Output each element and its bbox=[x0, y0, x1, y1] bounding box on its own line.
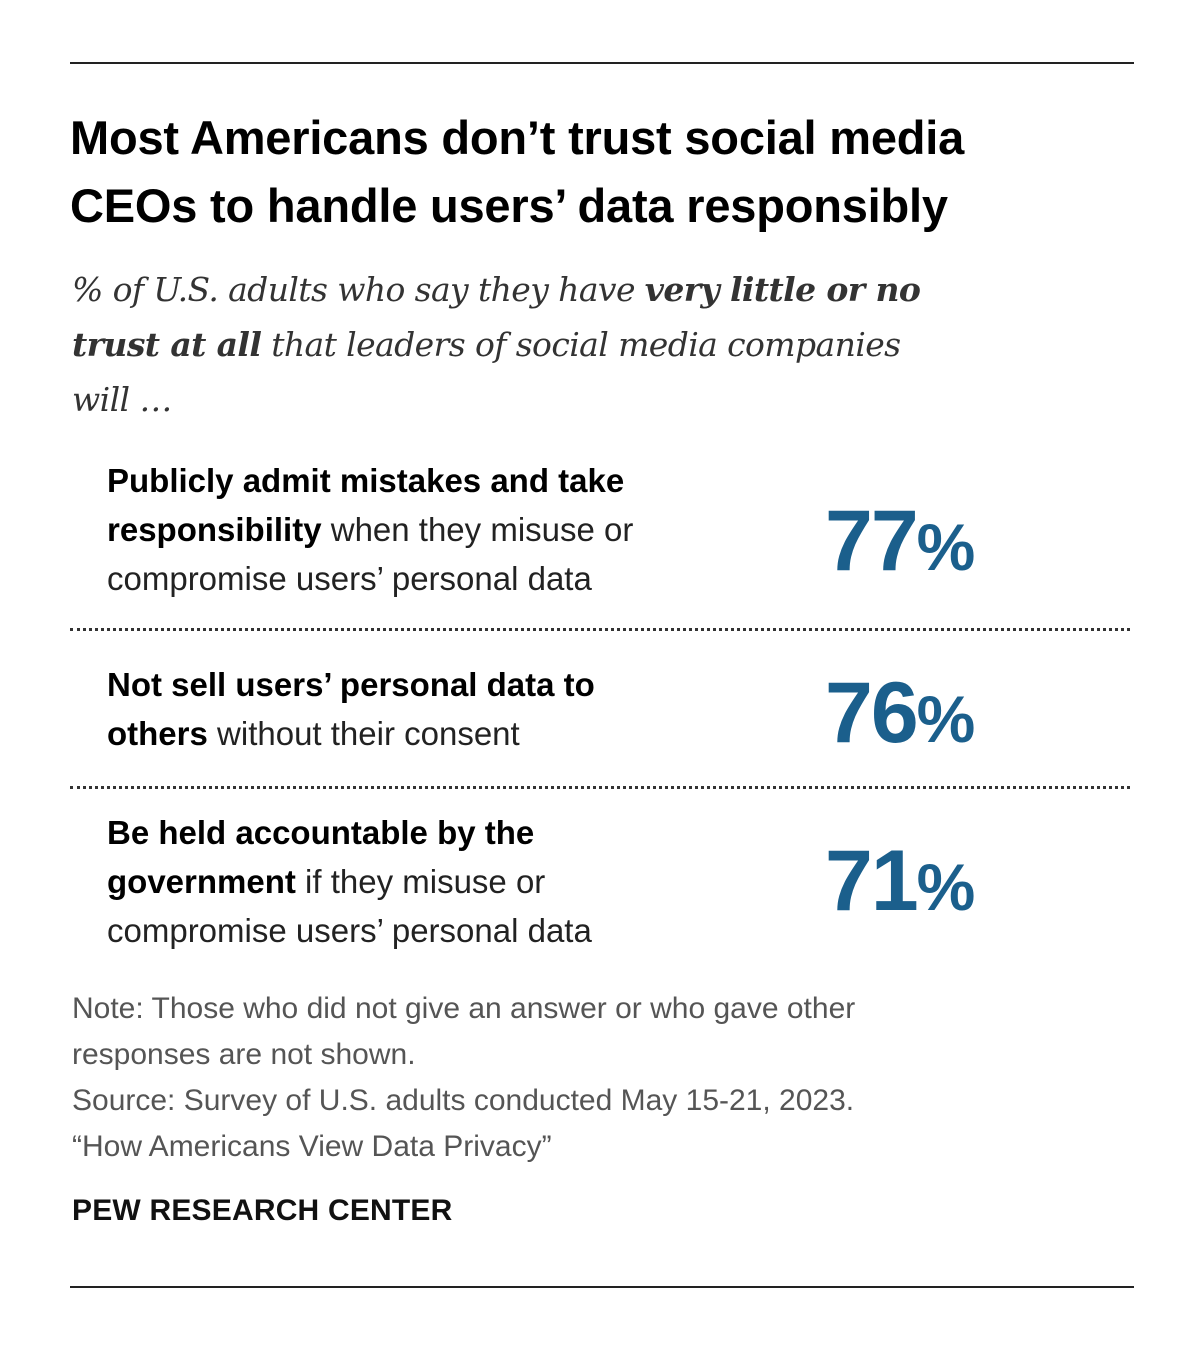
stat-label-bold: Be held accountable by the bbox=[107, 814, 535, 851]
brand-label: PEW RESEARCH CENTER bbox=[72, 1194, 453, 1227]
stat-label-text: without their consent bbox=[207, 715, 520, 752]
stat-row-held-accountable: Be held accountable by the government if… bbox=[70, 782, 1130, 962]
top-rule bbox=[70, 62, 1134, 64]
stat-percent-sign: % bbox=[916, 682, 976, 756]
stat-label-bold: Publicly admit mistakes and take bbox=[107, 462, 625, 499]
stat-value: 71% bbox=[825, 832, 1085, 931]
stat-label-bold: Not sell users’ personal data to bbox=[107, 666, 595, 703]
subtitle-text: % of U.S. adults who say they have bbox=[72, 270, 645, 309]
stat-label-bold: others bbox=[107, 715, 208, 752]
stat-label-text: compromise users’ personal data bbox=[107, 912, 592, 949]
chart-subtitle-line-3: will … bbox=[72, 380, 172, 419]
stat-number: 76 bbox=[825, 665, 919, 761]
stat-value: 77% bbox=[825, 492, 1085, 591]
stat-label-text: if they misuse or bbox=[295, 863, 546, 900]
note-line: responses are not shown. bbox=[72, 1038, 416, 1071]
source-line: “How Americans View Data Privacy” bbox=[72, 1130, 552, 1163]
stat-number: 77 bbox=[825, 493, 919, 589]
stat-row-admit-mistakes: Publicly admit mistakes and take respons… bbox=[70, 448, 1130, 626]
stat-label: Publicly admit mistakes and take respons… bbox=[107, 456, 787, 603]
stat-label-text: when they misuse or bbox=[321, 511, 634, 548]
chart-subtitle-line-1: % of U.S. adults who say they have very … bbox=[72, 262, 1122, 317]
stat-label-bold: responsibility bbox=[107, 511, 322, 548]
chart-title-line-2: CEOs to handle users’ data responsibly bbox=[70, 179, 948, 232]
chart-notes: Note: Those who did not give an answer o… bbox=[72, 986, 1132, 1170]
stat-value: 76% bbox=[825, 664, 1085, 763]
subtitle-text: that leaders of social media companies bbox=[261, 325, 901, 364]
stat-percent-sign: % bbox=[916, 510, 976, 584]
subtitle-emphasis: very little or no bbox=[644, 270, 921, 309]
note-line: Note: Those who did not give an answer o… bbox=[72, 992, 856, 1025]
chart-subtitle-line-2: trust at all that leaders of social medi… bbox=[72, 317, 1122, 372]
bottom-rule bbox=[70, 1286, 1134, 1288]
stat-percent-sign: % bbox=[916, 850, 976, 924]
stat-row-not-sell-data: Not sell users’ personal data to others … bbox=[70, 626, 1130, 782]
dotted-divider bbox=[70, 628, 1130, 631]
chart-title-line-1: Most Americans don’t trust social media bbox=[70, 111, 965, 164]
stat-list: Publicly admit mistakes and take respons… bbox=[70, 448, 1130, 962]
dotted-divider bbox=[70, 786, 1130, 789]
chart-subtitle: % of U.S. adults who say they have very … bbox=[72, 262, 1122, 427]
source-line: Source: Survey of U.S. adults conducted … bbox=[72, 1084, 855, 1117]
subtitle-emphasis: trust at all bbox=[72, 325, 262, 364]
chart-title: Most Americans don’t trust social media … bbox=[70, 104, 1150, 240]
stat-number: 71 bbox=[825, 833, 919, 929]
stat-label-text: compromise users’ personal data bbox=[107, 560, 592, 597]
stat-label-bold: government bbox=[107, 863, 296, 900]
stat-label: Be held accountable by the government if… bbox=[107, 808, 787, 955]
stat-label: Not sell users’ personal data to others … bbox=[107, 660, 787, 758]
